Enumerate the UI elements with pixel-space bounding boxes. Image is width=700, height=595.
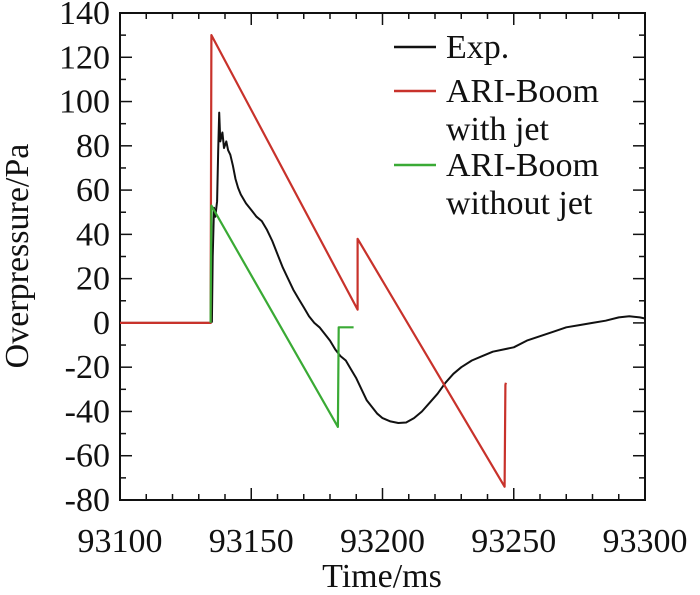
x-tick-labels: 93100 93150 93200 93250 93300 — [78, 523, 688, 560]
y-tick-label: 0 — [93, 305, 110, 342]
y-tick-label: 60 — [76, 172, 110, 209]
legend-label-exp: Exp. — [446, 29, 509, 66]
x-axis-title: Time/ms — [322, 558, 442, 595]
y-tick-label: -80 — [65, 482, 110, 519]
y-tick-label: 80 — [76, 128, 110, 165]
y-tick-label: 100 — [59, 84, 110, 121]
x-tick-label: 93300 — [603, 523, 688, 560]
x-tick-label: 93200 — [340, 523, 425, 560]
legend: Exp. ARI-Boom with jet ARI-Boom without je… — [394, 29, 599, 222]
y-tick-label: 20 — [76, 261, 110, 298]
y-axis-title: Overpressure/Pa — [0, 144, 36, 369]
x-tick-label: 93100 — [78, 523, 163, 560]
x-tick-label: 93250 — [471, 523, 556, 560]
legend-label-with-jet: ARI-Boom with jet — [446, 73, 599, 148]
legend-label-without-jet: ARI-Boom without jet — [446, 147, 599, 222]
y-tick-label: 120 — [59, 39, 110, 76]
y-tick-label: 140 — [59, 0, 110, 32]
y-tick-label: -60 — [65, 438, 110, 475]
y-tick-label: -40 — [65, 393, 110, 430]
x-tick-label: 93150 — [209, 523, 294, 560]
series-lines — [120, 33, 646, 488]
y-tick-label: -20 — [65, 349, 110, 386]
series-line-without-jet — [209, 204, 354, 428]
series-line-exp — [120, 111, 646, 424]
y-tick-labels: -80 -60 -40 -20 0 20 40 60 80 100 120 140 — [59, 0, 110, 519]
y-tick-label: 40 — [76, 216, 110, 253]
